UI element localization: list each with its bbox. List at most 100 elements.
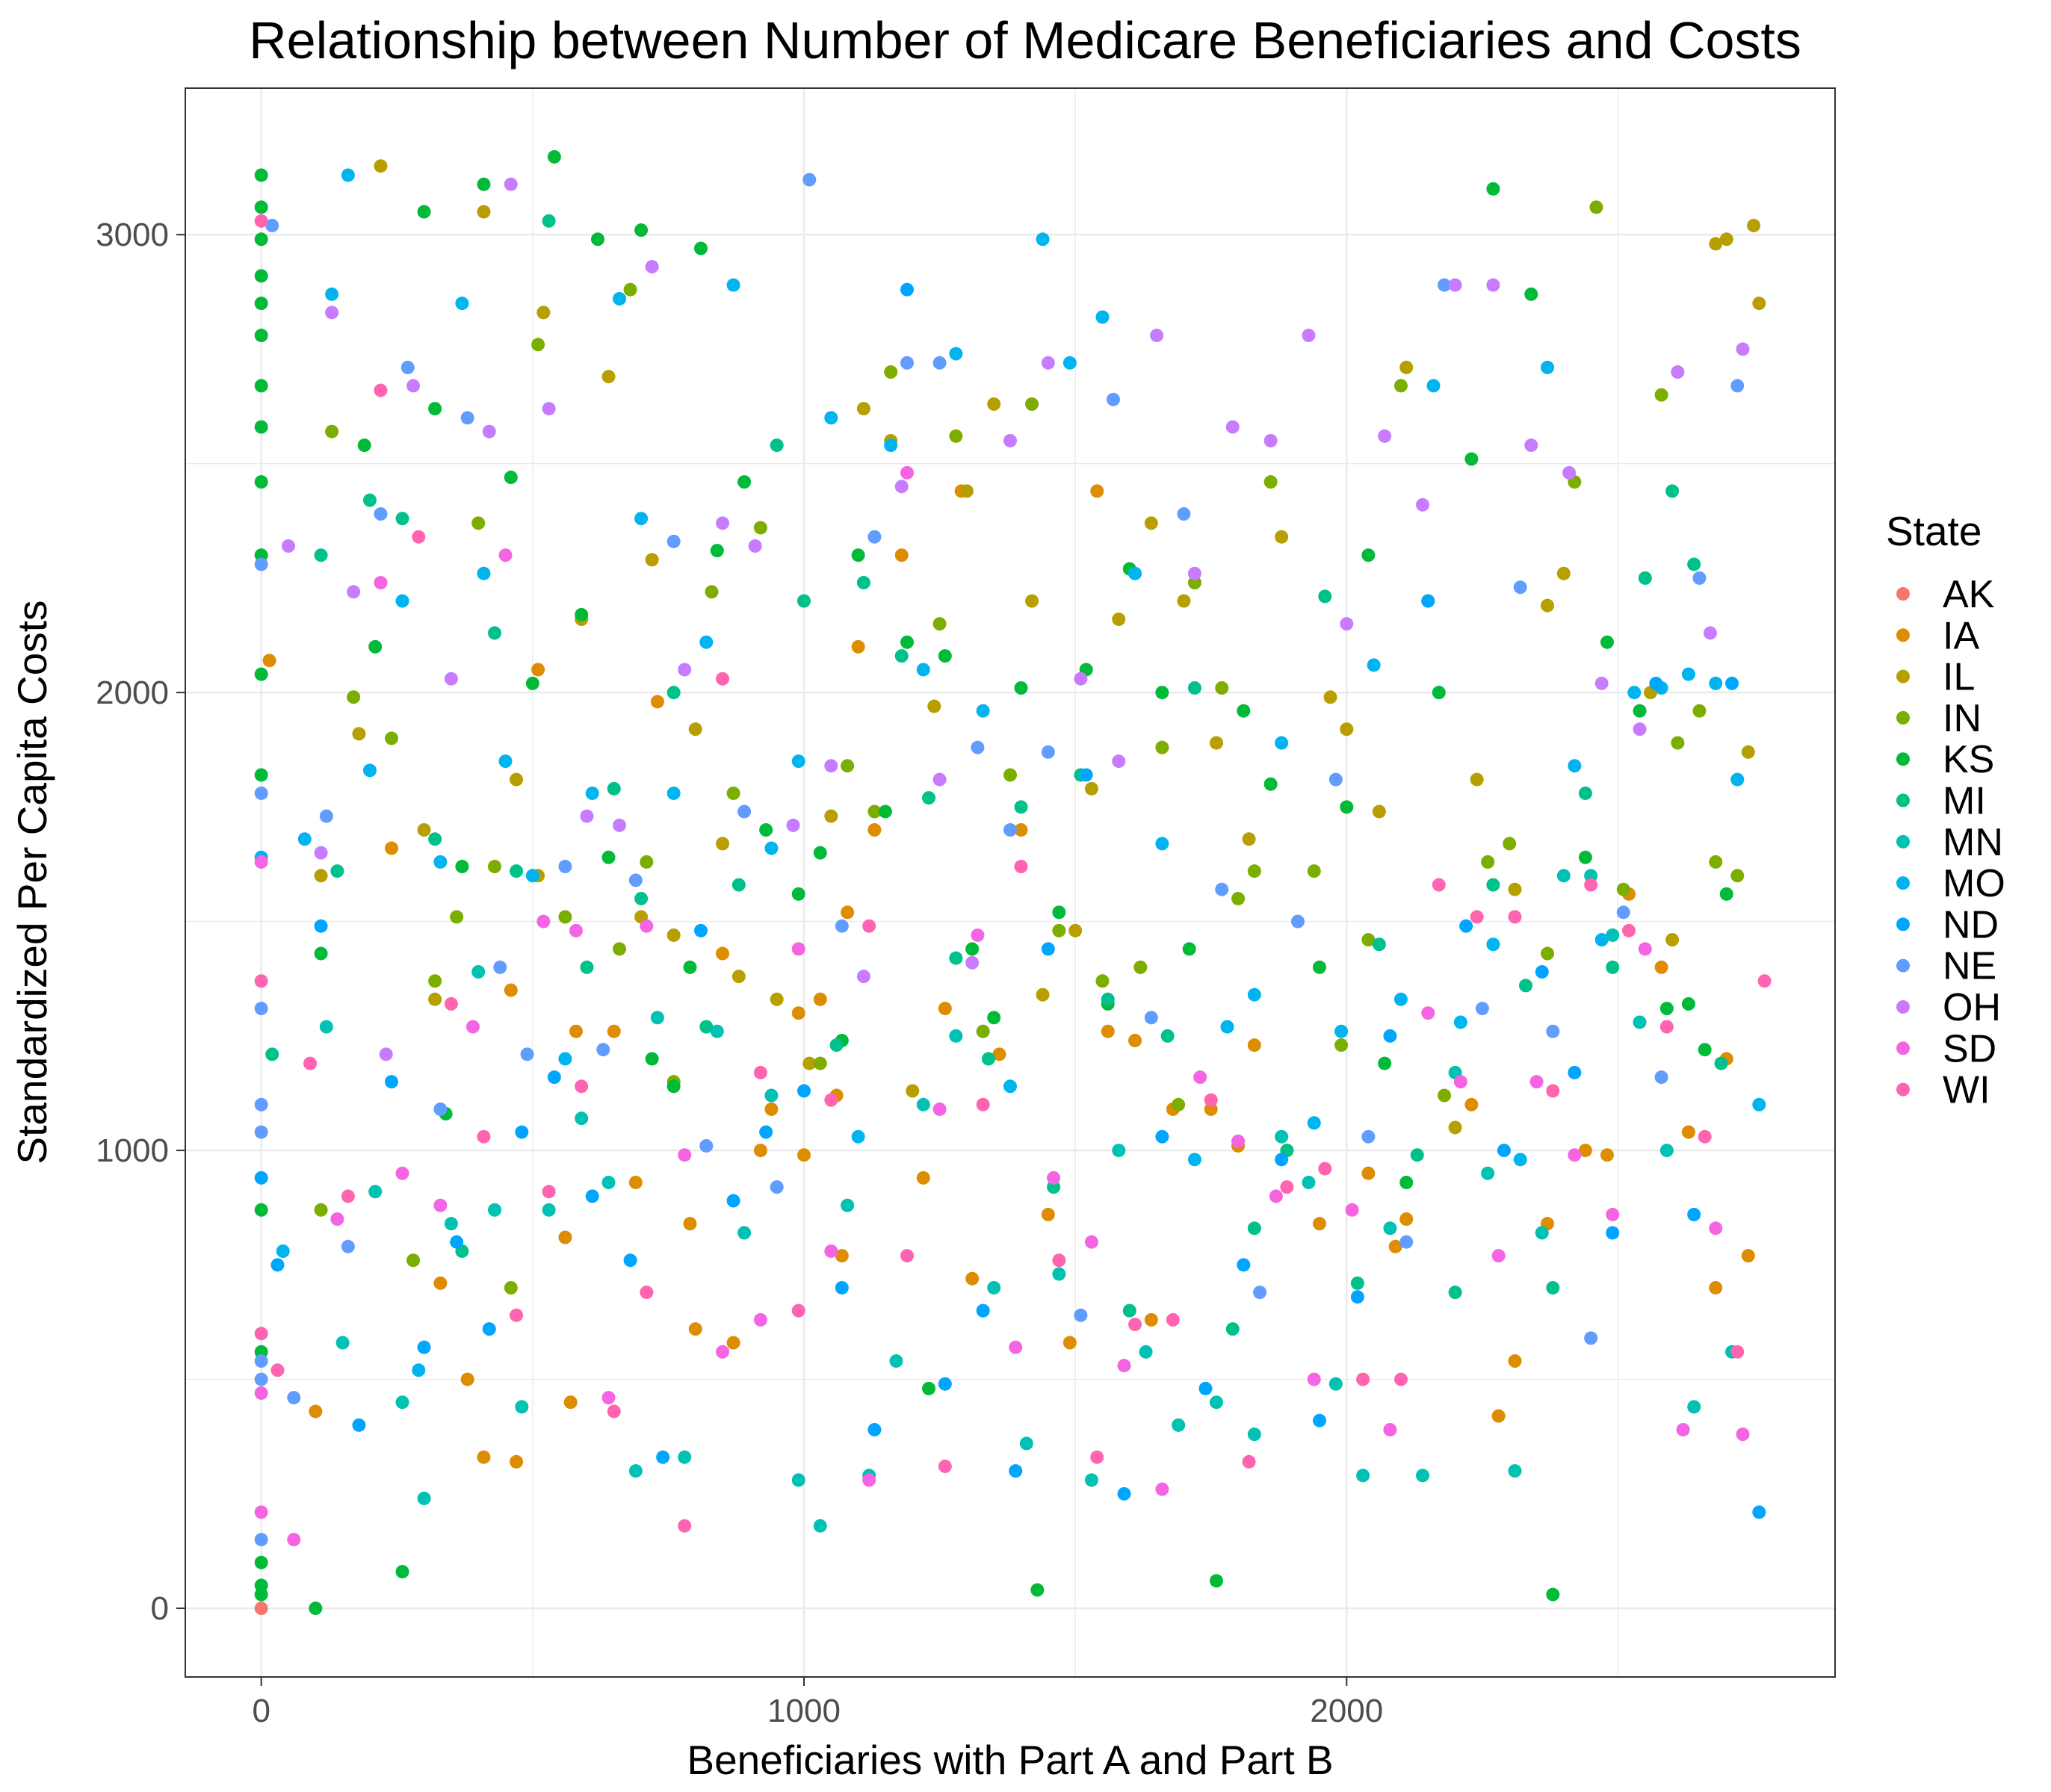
data-point bbox=[1578, 1144, 1592, 1158]
data-point bbox=[900, 465, 914, 480]
series-ak bbox=[254, 1602, 268, 1616]
legend-key bbox=[1896, 587, 1910, 601]
data-point bbox=[341, 1239, 355, 1253]
data-point bbox=[731, 878, 746, 892]
data-point bbox=[319, 1020, 333, 1034]
data-point bbox=[884, 438, 898, 453]
data-point bbox=[504, 471, 518, 485]
legend-label: MN bbox=[1943, 821, 2003, 864]
data-point bbox=[851, 639, 865, 654]
data-point bbox=[504, 983, 518, 997]
data-point bbox=[1095, 974, 1110, 988]
data-point bbox=[1128, 566, 1142, 580]
data-point bbox=[770, 1180, 784, 1194]
data-point bbox=[1275, 1129, 1289, 1144]
plot-panel bbox=[185, 88, 1835, 1677]
data-point bbox=[1247, 1427, 1261, 1442]
data-point bbox=[1578, 786, 1592, 800]
data-point bbox=[270, 1258, 285, 1272]
data-point bbox=[395, 1565, 409, 1579]
data-point bbox=[1340, 800, 1354, 814]
data-point bbox=[314, 846, 328, 860]
data-point bbox=[1503, 837, 1517, 851]
data-point bbox=[254, 1327, 268, 1341]
data-point bbox=[938, 1377, 952, 1391]
data-point bbox=[932, 617, 947, 631]
data-point bbox=[1426, 379, 1441, 393]
data-point bbox=[1659, 1002, 1674, 1016]
data-point bbox=[764, 1088, 779, 1103]
data-point bbox=[841, 905, 855, 920]
data-point bbox=[1568, 1148, 1582, 1162]
data-point bbox=[1009, 1340, 1023, 1354]
data-point bbox=[362, 763, 377, 778]
data-point bbox=[1719, 232, 1733, 247]
data-point bbox=[1052, 923, 1066, 937]
data-point bbox=[1546, 1024, 1560, 1038]
data-point bbox=[488, 860, 501, 874]
data-point bbox=[1393, 992, 1408, 1006]
data-point bbox=[395, 512, 409, 526]
data-point bbox=[374, 383, 388, 397]
data-point bbox=[1486, 182, 1500, 196]
data-point bbox=[645, 260, 659, 274]
data-point bbox=[1393, 379, 1408, 393]
data-point bbox=[1062, 1336, 1077, 1350]
legend-key bbox=[1896, 958, 1910, 973]
data-point bbox=[894, 480, 909, 494]
data-point bbox=[932, 1102, 947, 1116]
data-point bbox=[362, 493, 377, 507]
data-point bbox=[1736, 1427, 1750, 1442]
data-point bbox=[753, 521, 767, 535]
data-point bbox=[916, 663, 930, 677]
data-point bbox=[287, 1391, 301, 1405]
data-point bbox=[1513, 1153, 1527, 1167]
data-point bbox=[276, 1244, 290, 1258]
data-point bbox=[1438, 1088, 1452, 1103]
legend-label: AK bbox=[1943, 573, 1995, 616]
data-point bbox=[1741, 1249, 1755, 1263]
data-point bbox=[1464, 1097, 1479, 1112]
data-point bbox=[813, 992, 827, 1006]
data-point bbox=[1172, 1097, 1186, 1112]
data-point bbox=[1307, 1372, 1321, 1386]
data-point bbox=[949, 347, 963, 361]
data-point bbox=[1302, 329, 1316, 343]
data-point bbox=[309, 1404, 323, 1419]
data-point bbox=[867, 1422, 882, 1436]
data-point bbox=[716, 516, 730, 530]
data-point bbox=[1497, 1144, 1511, 1158]
data-point bbox=[791, 754, 805, 769]
data-point bbox=[824, 1093, 838, 1107]
data-point bbox=[1556, 566, 1571, 580]
data-point bbox=[965, 1271, 980, 1286]
data-point bbox=[889, 1354, 903, 1368]
data-point bbox=[1541, 946, 1555, 961]
data-point bbox=[1237, 704, 1251, 718]
data-point bbox=[1090, 1450, 1104, 1464]
data-point bbox=[265, 218, 279, 232]
data-point bbox=[1681, 996, 1695, 1011]
data-point bbox=[1166, 1312, 1180, 1327]
data-point bbox=[1541, 360, 1555, 374]
data-point bbox=[254, 786, 268, 800]
data-point bbox=[1714, 1056, 1728, 1070]
data-point bbox=[563, 1395, 578, 1410]
legend-key bbox=[1896, 1000, 1910, 1014]
plot-border bbox=[185, 87, 1836, 1678]
data-point bbox=[601, 850, 616, 864]
legend-key bbox=[1896, 752, 1910, 766]
data-point bbox=[325, 306, 339, 320]
data-point bbox=[1074, 1308, 1088, 1322]
data-point bbox=[352, 727, 366, 741]
legend-key bbox=[1896, 669, 1910, 683]
data-point bbox=[1730, 772, 1745, 787]
data-point bbox=[628, 1175, 643, 1189]
series-mo bbox=[254, 168, 1766, 1377]
data-point bbox=[1340, 722, 1354, 737]
data-point bbox=[1529, 1075, 1544, 1089]
data-point bbox=[1187, 680, 1201, 695]
data-point bbox=[1225, 1322, 1240, 1336]
data-point bbox=[640, 855, 654, 869]
